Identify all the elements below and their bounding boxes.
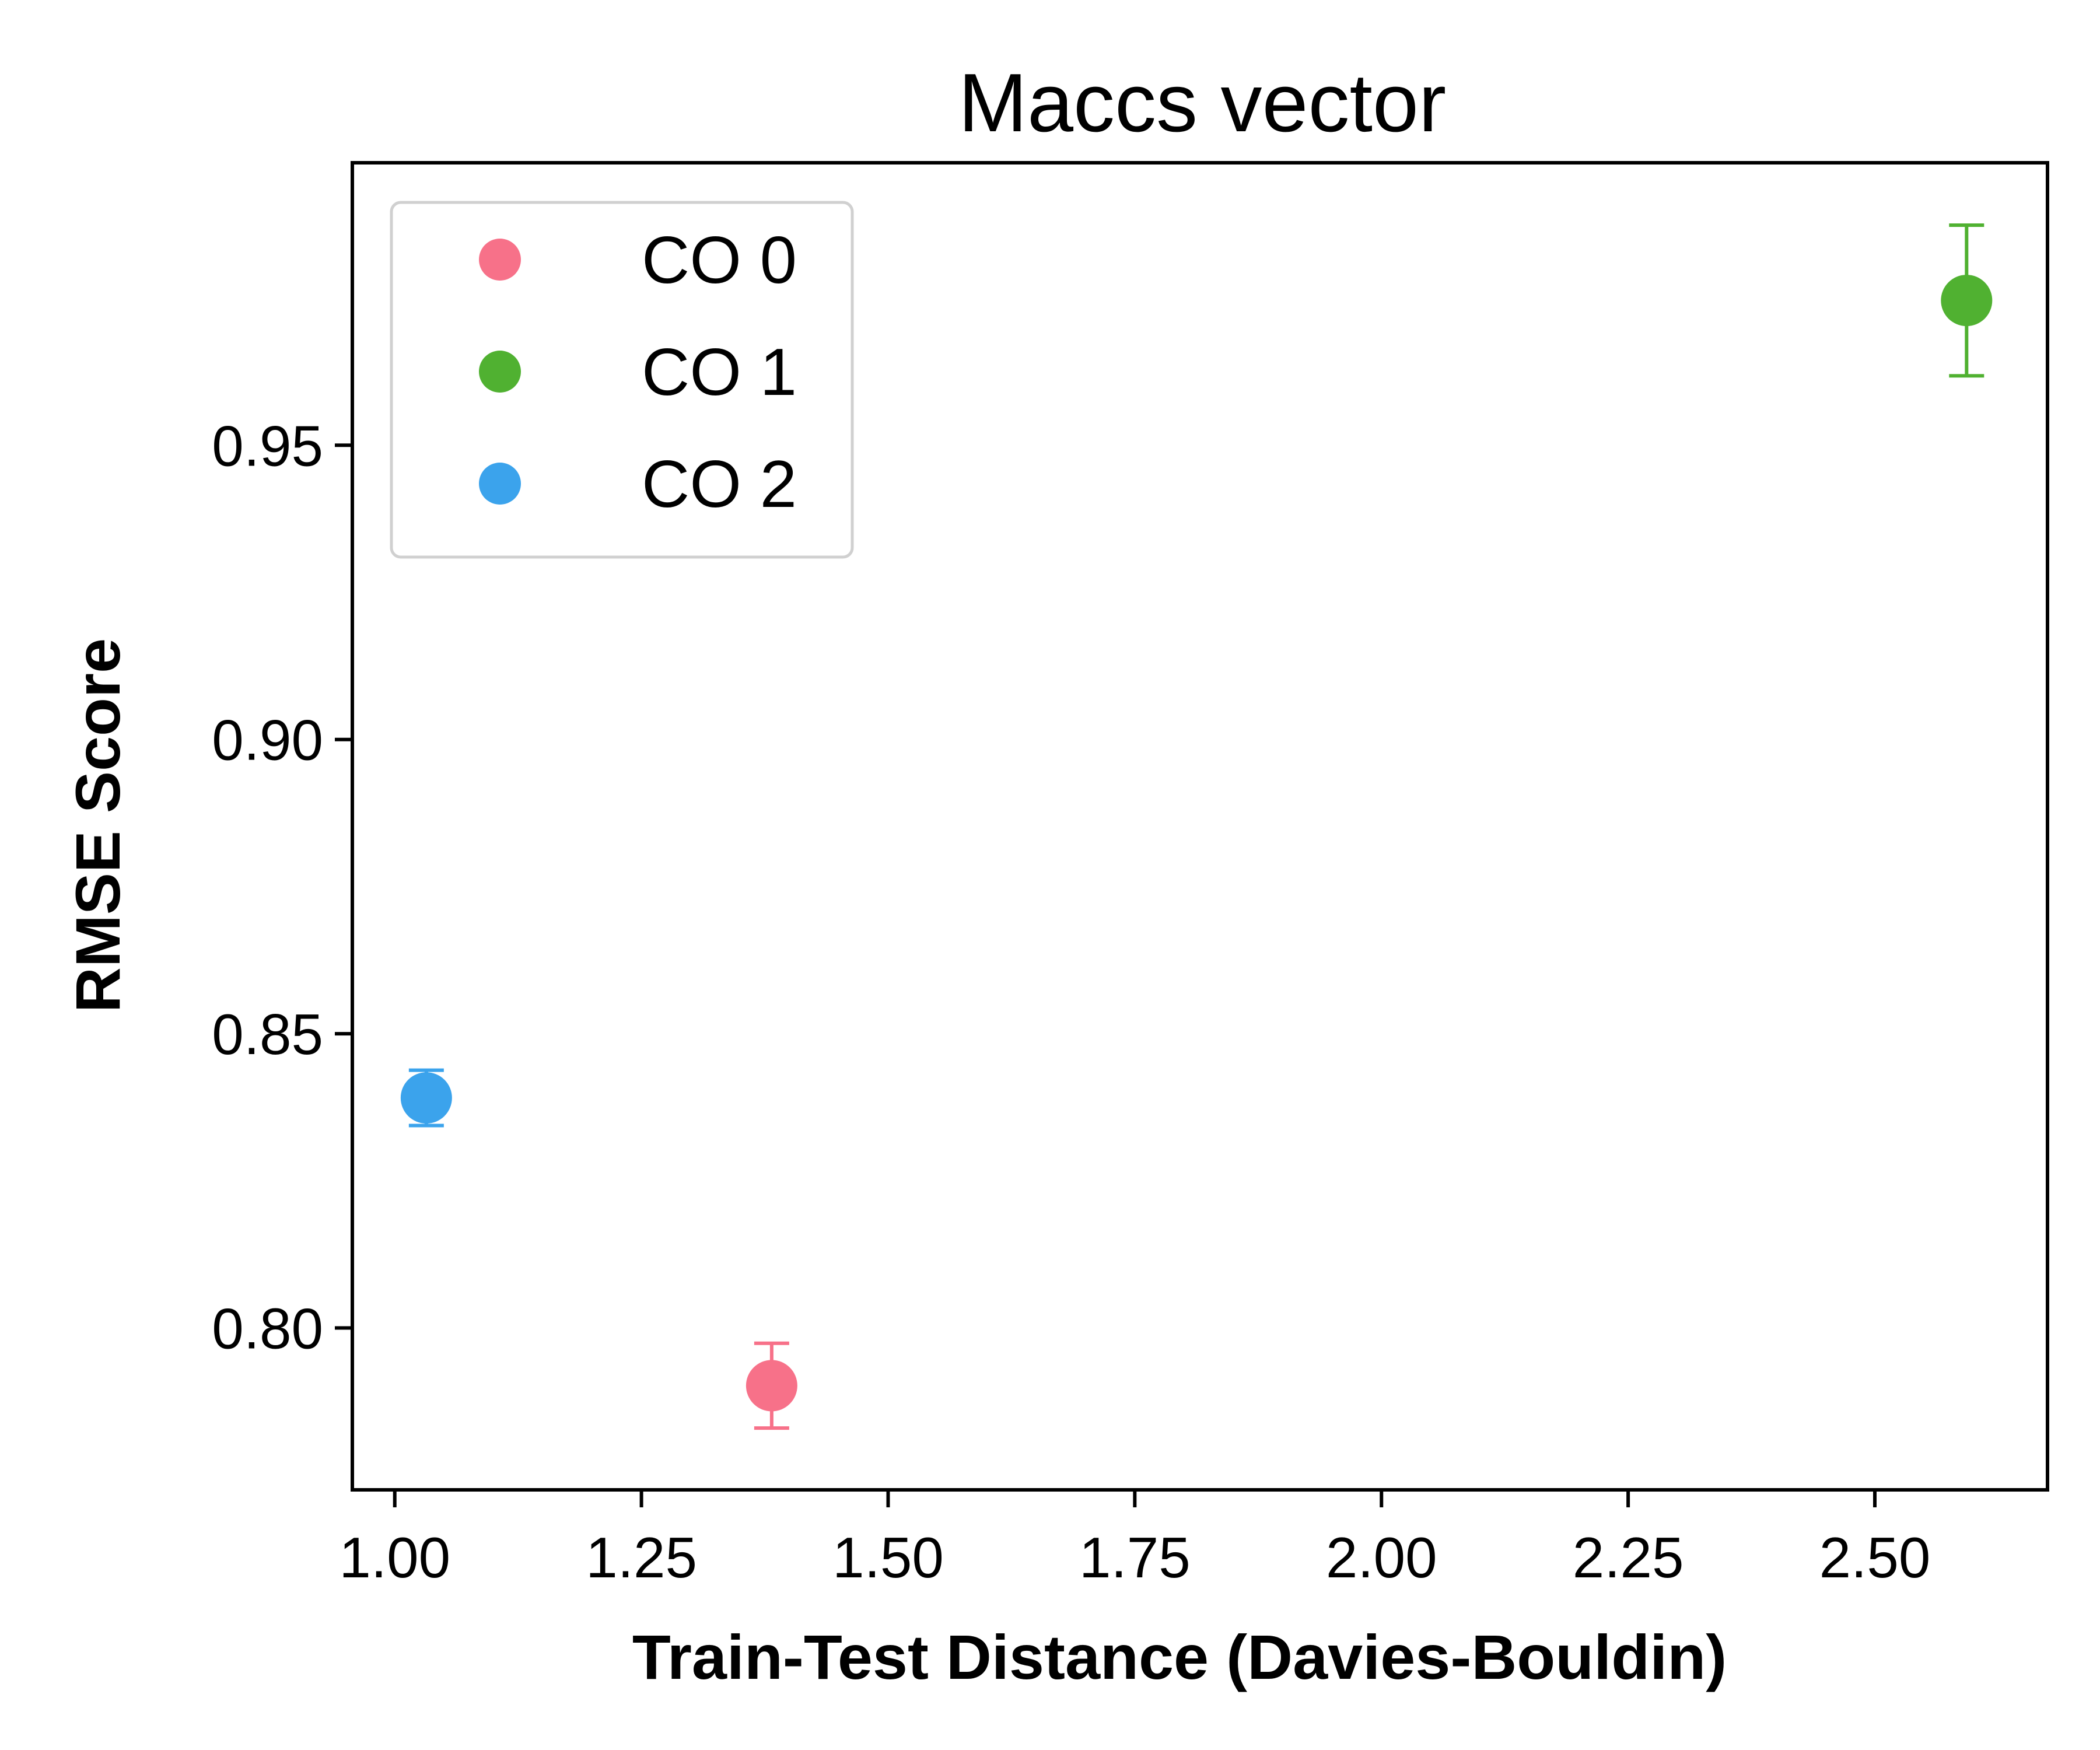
x-tick-label: 2.00 — [1326, 1525, 1437, 1590]
x-axis-label: Train-Test Distance (Davies-Bouldin) — [632, 1622, 1727, 1692]
plot-area-frame — [351, 161, 2049, 1492]
legend-marker — [479, 351, 521, 393]
y-axis-label: RMSE Score — [62, 638, 133, 1013]
point-co-0 — [746, 1341, 797, 1430]
legend-item-co-0: CO 0 — [479, 223, 797, 298]
y-tick-label: 0.85 — [212, 1002, 323, 1066]
legend-label: CO 2 — [642, 447, 797, 522]
y-tick-label: 0.95 — [212, 414, 323, 478]
point-co-2 — [400, 1068, 452, 1128]
x-axis: 1.00 1.25 1.50 1.75 2.00 2.25 2.50 — [339, 1490, 1930, 1590]
x-tick-label: 1.25 — [586, 1525, 697, 1590]
x-tick-label: 1.50 — [832, 1525, 944, 1590]
data-point — [746, 1360, 797, 1412]
y-tick-label: 0.90 — [212, 708, 323, 772]
x-tick-label: 2.25 — [1573, 1525, 1684, 1590]
legend: CO 0 CO 1 CO 2 — [390, 201, 854, 559]
legend-label: CO 1 — [642, 335, 797, 410]
x-tick-label: 1.75 — [1079, 1525, 1191, 1590]
legend-item-co-1: CO 1 — [479, 335, 797, 410]
data-point — [1941, 275, 1993, 327]
data-points — [400, 223, 1993, 1430]
legend-item-co-2: CO 2 — [479, 447, 797, 522]
point-co-1 — [1941, 223, 1993, 378]
y-axis: 0.80 0.85 0.90 0.95 — [212, 414, 352, 1361]
legend-label: CO 0 — [642, 223, 797, 298]
x-tick-label: 1.00 — [339, 1525, 450, 1590]
x-tick-label: 2.50 — [1819, 1525, 1931, 1590]
chart-title: Maccs vector — [958, 57, 1446, 149]
legend-marker — [479, 239, 521, 281]
data-point — [400, 1072, 452, 1124]
y-tick-label: 0.80 — [212, 1297, 323, 1361]
legend-marker — [479, 463, 521, 505]
